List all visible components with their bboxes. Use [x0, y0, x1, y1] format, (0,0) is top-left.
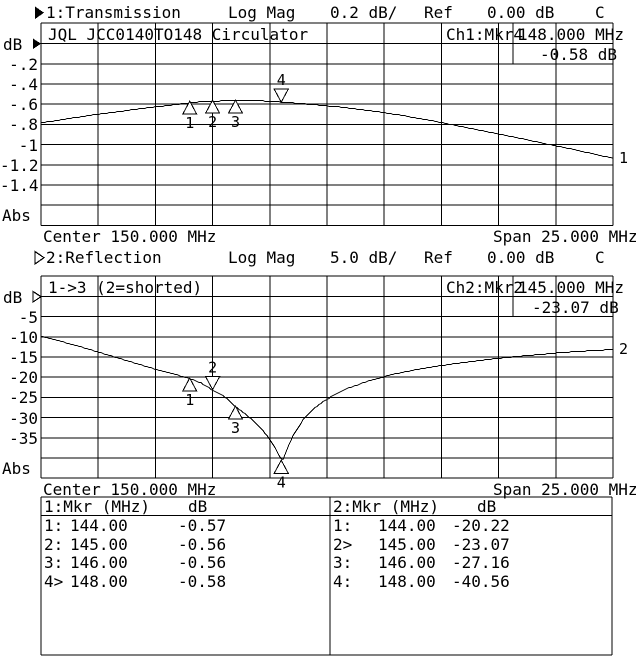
channel1-active-marker-icon: [35, 6, 44, 19]
table-cell-marker: 1:: [44, 516, 64, 535]
channel2-title: 1->3 (2=shorted): [48, 278, 203, 297]
channel1-span: Span 25.000 MHz: [493, 227, 638, 246]
channel1-label: 1:Transmission: [46, 3, 181, 22]
channel1-marker-value: -0.58 dB: [540, 45, 618, 64]
channel2-ref-pointer-icon: [32, 290, 43, 304]
table-cell-value: -40.56: [452, 571, 510, 591]
table-cell-value: -20.22: [452, 516, 510, 535]
channel2-tick: -25: [9, 388, 38, 407]
channel2-tick: -35: [9, 429, 38, 448]
channel2-tick: -30: [9, 409, 38, 428]
table-cell-value: -23.07: [452, 534, 510, 554]
svg-text:1: 1: [619, 149, 628, 167]
marker-table-left-unit: dB: [188, 497, 208, 516]
channel2-ref-label: Ref: [424, 248, 453, 267]
svg-text:2: 2: [208, 113, 217, 131]
table-cell-value: -0.57: [178, 516, 227, 535]
channel1-tick: -.4: [9, 75, 38, 94]
svg-text:2: 2: [208, 359, 217, 377]
channel2-active-marker-icon: [34, 250, 46, 266]
table-cell-freq: 148.00: [378, 571, 436, 591]
channel1-ref-value: 0.00 dB: [487, 3, 555, 22]
channel2-abs-label: Abs: [2, 459, 31, 478]
svg-text:4: 4: [277, 71, 286, 89]
channel1-cal-indicator: C: [595, 3, 605, 22]
table-cell-marker: 2:: [44, 534, 64, 554]
channel1-ref-label: Ref: [424, 3, 453, 22]
table-cell-freq: 145.00: [70, 534, 128, 554]
svg-text:3: 3: [231, 419, 240, 437]
table-cell-marker: 3:: [44, 553, 64, 572]
svg-text:4: 4: [277, 473, 286, 491]
channel2-tick: -5: [18, 308, 38, 327]
table-cell-freq: 144.00: [378, 516, 436, 535]
channel2-marker-frequency: 145.000 MHz: [518, 278, 624, 297]
marker-table-right-header: 2:Mkr (MHz): [333, 497, 439, 516]
channel1-tick: -1.4: [0, 176, 39, 195]
channel2-cal-indicator: C: [595, 248, 605, 267]
channel2-tick: -15: [9, 348, 38, 367]
channel1-axis-unit: dB: [3, 35, 23, 54]
table-cell-freq: 145.00: [378, 534, 436, 554]
channel2-tick: -10: [9, 328, 38, 347]
table-cell-freq: 144.00: [70, 516, 128, 535]
table-cell-value: -0.56: [178, 534, 227, 554]
channel2-label: 2:Reflection: [46, 248, 162, 267]
channel1-title: JQL JCC0140TO148 Circulator: [48, 25, 309, 44]
channel2-tick: -20: [9, 368, 38, 387]
table-cell-marker: 3:: [333, 553, 353, 572]
table-cell-value: -0.56: [178, 553, 227, 572]
channel1-marker-readout-label: Ch1:Mkr4: [446, 25, 524, 44]
table-cell-marker: 2>: [333, 534, 353, 554]
channel1-center-frequency: Center 150.000 MHz: [43, 227, 217, 246]
channel2-center-frequency: Center 150.000 MHz: [43, 480, 217, 499]
channel2-marker-readout-label: Ch2:Mkr2: [446, 278, 524, 297]
channel1-tick: -.2: [9, 55, 38, 74]
table-cell-freq: 146.00: [378, 553, 436, 572]
svg-text:3: 3: [231, 113, 240, 131]
channel1-abs-label: Abs: [2, 206, 31, 225]
table-cell-freq: 148.00: [70, 571, 128, 591]
channel1-tick: -.6: [9, 95, 38, 114]
channel2-axis-unit: dB: [3, 288, 23, 307]
channel2-marker-value: -23.07 dB: [532, 298, 619, 317]
channel2-span: Span 25.000 MHz: [493, 480, 638, 499]
channel1-format: Log Mag: [228, 3, 296, 22]
channel1-tick: -1: [18, 136, 38, 155]
table-cell-value: -27.16: [452, 553, 510, 572]
marker-table-right-unit: dB: [477, 497, 497, 516]
channel1-marker-frequency: 148.000 MHz: [518, 25, 624, 44]
table-cell-marker: 1:: [333, 516, 353, 535]
channel1-tick: -.8: [9, 115, 38, 134]
svg-text:1: 1: [185, 391, 194, 409]
channel2-ref-value: 0.00 dB: [487, 248, 555, 267]
channel2-format: Log Mag: [228, 248, 296, 267]
channel1-scale: 0.2 dB/: [330, 3, 398, 22]
svg-text:1: 1: [185, 114, 194, 132]
channel1-ref-pointer-icon: [33, 38, 41, 49]
marker-table-left-header: 1:Mkr (MHz): [44, 497, 150, 516]
channel1-tick: -1.2: [0, 156, 39, 175]
svg-text:2: 2: [619, 340, 628, 358]
table-cell-freq: 146.00: [70, 553, 128, 572]
table-cell-marker: 4>: [44, 571, 64, 591]
channel2-scale: 5.0 dB/: [330, 248, 398, 267]
table-cell-marker: 4:: [333, 571, 353, 591]
table-cell-value: -0.58: [178, 571, 227, 591]
